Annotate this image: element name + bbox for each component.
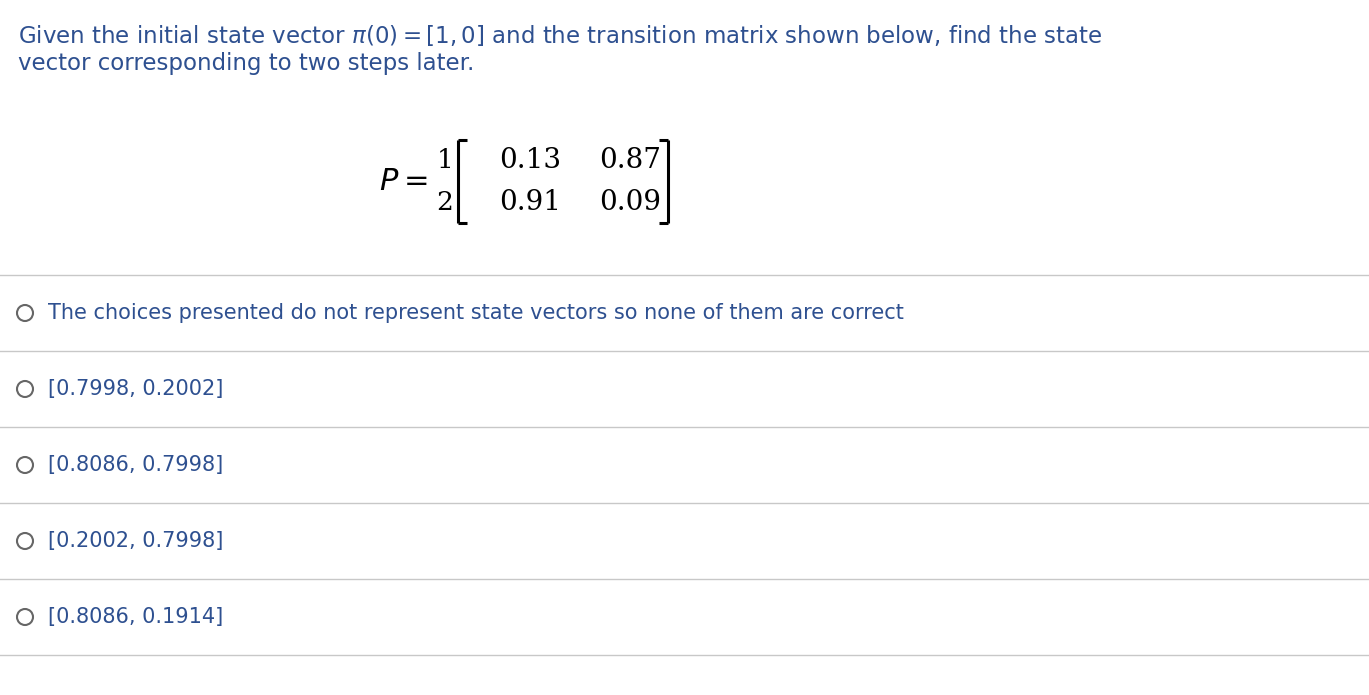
Text: [0.8086, 0.1914]: [0.8086, 0.1914] [48,607,223,627]
Text: vector corresponding to two steps later.: vector corresponding to two steps later. [18,52,475,75]
Text: 0.91: 0.91 [498,190,561,217]
Text: 0.87: 0.87 [600,147,661,174]
Text: [0.8086, 0.7998]: [0.8086, 0.7998] [48,455,223,475]
Text: [0.2002, 0.7998]: [0.2002, 0.7998] [48,531,223,551]
Text: 2: 2 [437,190,453,215]
Text: The choices presented do not represent state vectors so none of them are correct: The choices presented do not represent s… [48,303,904,323]
Text: 1: 1 [437,147,453,172]
Text: 0.13: 0.13 [498,147,561,174]
Text: Given the initial state vector $\pi(0) = [1, 0]$ and the transition matrix shown: Given the initial state vector $\pi(0) =… [18,23,1102,48]
Text: [0.7998, 0.2002]: [0.7998, 0.2002] [48,379,223,399]
Text: $P =$: $P =$ [379,167,428,197]
Text: 0.09: 0.09 [600,190,661,217]
